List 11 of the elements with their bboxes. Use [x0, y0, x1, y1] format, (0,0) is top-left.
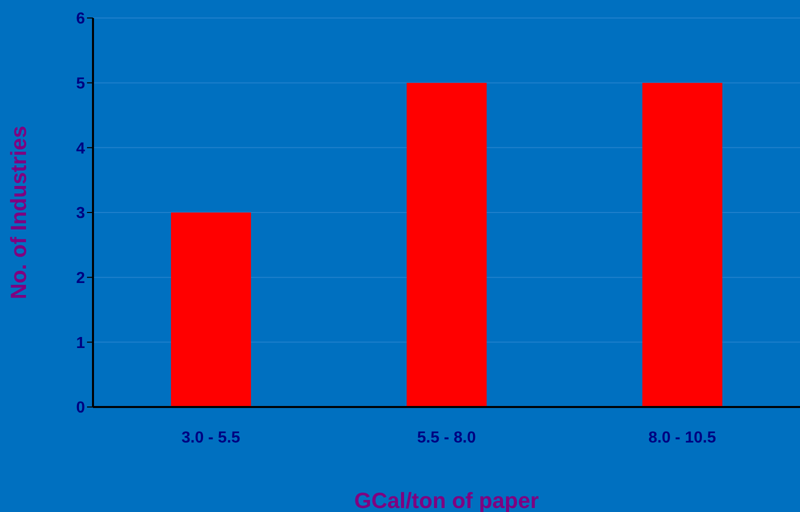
y-tick-label: 5	[76, 76, 86, 93]
y-tick-label: 0	[76, 400, 86, 417]
y-tick-label: 6	[76, 10, 86, 28]
y-tick-label: 3	[76, 205, 86, 222]
y-axis-title: No. of Industries	[6, 126, 31, 300]
x-tick-label: 5.5 - 8.0	[417, 429, 476, 446]
y-tick-label: 4	[76, 140, 86, 158]
y-tick-label: 2	[76, 270, 86, 288]
y-tick-label: 1	[76, 334, 86, 352]
x-tick-label: 8.0 - 10.5	[648, 429, 716, 446]
x-tick-label: 3.0 - 5.5	[181, 429, 240, 446]
